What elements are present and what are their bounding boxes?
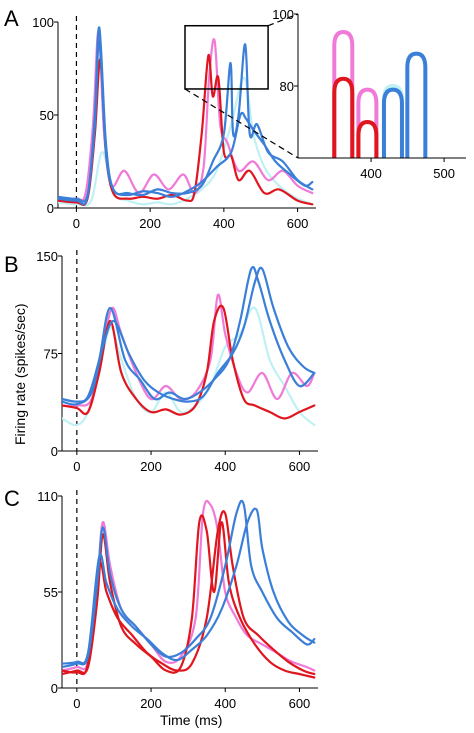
inset-y-tick-label: 100	[272, 7, 294, 22]
series-line-pink	[62, 293, 316, 408]
inset-peak-blue	[381, 87, 404, 158]
y-tick-label: 75	[44, 347, 58, 362]
x-tick-label: 200	[140, 696, 162, 711]
inset-x-tick-label: 500	[433, 166, 455, 181]
series-line-red	[62, 304, 316, 420]
x-tick-label: 600	[289, 696, 311, 711]
y-tick-label: 0	[51, 444, 58, 459]
x-tick-label: 200	[140, 459, 162, 474]
x-tick-label: 0	[73, 459, 80, 474]
y-tick-label: 100	[32, 15, 54, 30]
series-line-blue	[62, 266, 316, 406]
x-axis-label: Time (ms)	[160, 712, 223, 728]
x-tick-label: 400	[214, 696, 236, 711]
inset-peak-blue	[405, 51, 428, 158]
panel-label-B: B	[4, 252, 19, 277]
panel-label-A: A	[4, 6, 19, 31]
inset-peak-red	[332, 76, 355, 158]
series-line-blue	[62, 265, 316, 403]
inset-peak-pink	[332, 29, 355, 158]
zoom-connector-bottom	[184, 88, 299, 159]
series-line-lightcyan	[58, 76, 314, 207]
x-tick-label: 400	[213, 216, 235, 231]
x-tick-label: 400	[214, 459, 236, 474]
zoom-connector-top	[267, 13, 299, 27]
series-line-blue	[58, 39, 314, 203]
x-tick-label: 200	[139, 216, 161, 231]
series-line-red	[62, 510, 316, 676]
x-tick-label: 600	[289, 459, 311, 474]
inset-y-tick-label: 80	[280, 79, 294, 94]
y-tick-label: 0	[51, 681, 58, 696]
y-tick-label: 0	[47, 201, 54, 216]
series-line-blue	[58, 26, 314, 206]
panel-label-C: C	[4, 486, 20, 511]
x-tick-label: 0	[73, 216, 80, 231]
inset-peak-lightcyan	[381, 83, 404, 158]
y-tick-label: 110	[37, 489, 58, 504]
y-axis-label: Firing rate (spikes/sec)	[12, 303, 28, 445]
y-tick-label: 150	[36, 249, 58, 264]
y-tick-label: 55	[44, 585, 58, 600]
x-tick-label: 600	[287, 216, 309, 231]
inset-peak-pink	[356, 87, 379, 158]
zoom-box	[184, 24, 269, 90]
inset-x-tick-label: 400	[360, 166, 382, 181]
x-tick-label: 0	[73, 696, 80, 711]
series-line-blue	[62, 507, 316, 665]
inset-peak-red	[356, 119, 379, 158]
y-tick-label: 50	[40, 108, 54, 123]
